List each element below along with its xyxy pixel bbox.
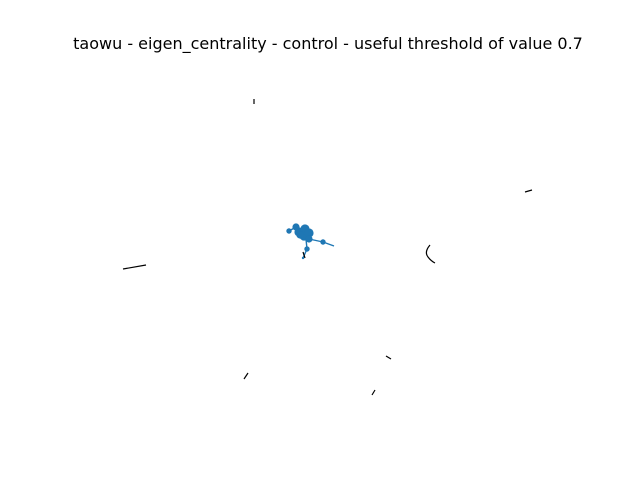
isolated-edge [425, 244, 436, 264]
isolated-edge [302, 251, 306, 259]
graph-node [304, 246, 310, 252]
graph-node [301, 256, 305, 260]
isolated-edge [122, 264, 147, 270]
graph-node [304, 228, 314, 238]
isolated-edge [371, 389, 376, 396]
graph-node [320, 239, 326, 245]
figure-title: taowu - eigen_centrality - control - use… [73, 34, 583, 53]
isolated-edges-layer [122, 99, 533, 396]
graph-node [292, 223, 300, 231]
graph-node [286, 228, 292, 234]
isolated-edge [243, 372, 249, 380]
isolated-edge [524, 189, 533, 193]
nodes-layer [286, 223, 326, 260]
graph-node [305, 235, 313, 243]
graph-node [296, 231, 304, 239]
isolated-edge [385, 355, 392, 360]
